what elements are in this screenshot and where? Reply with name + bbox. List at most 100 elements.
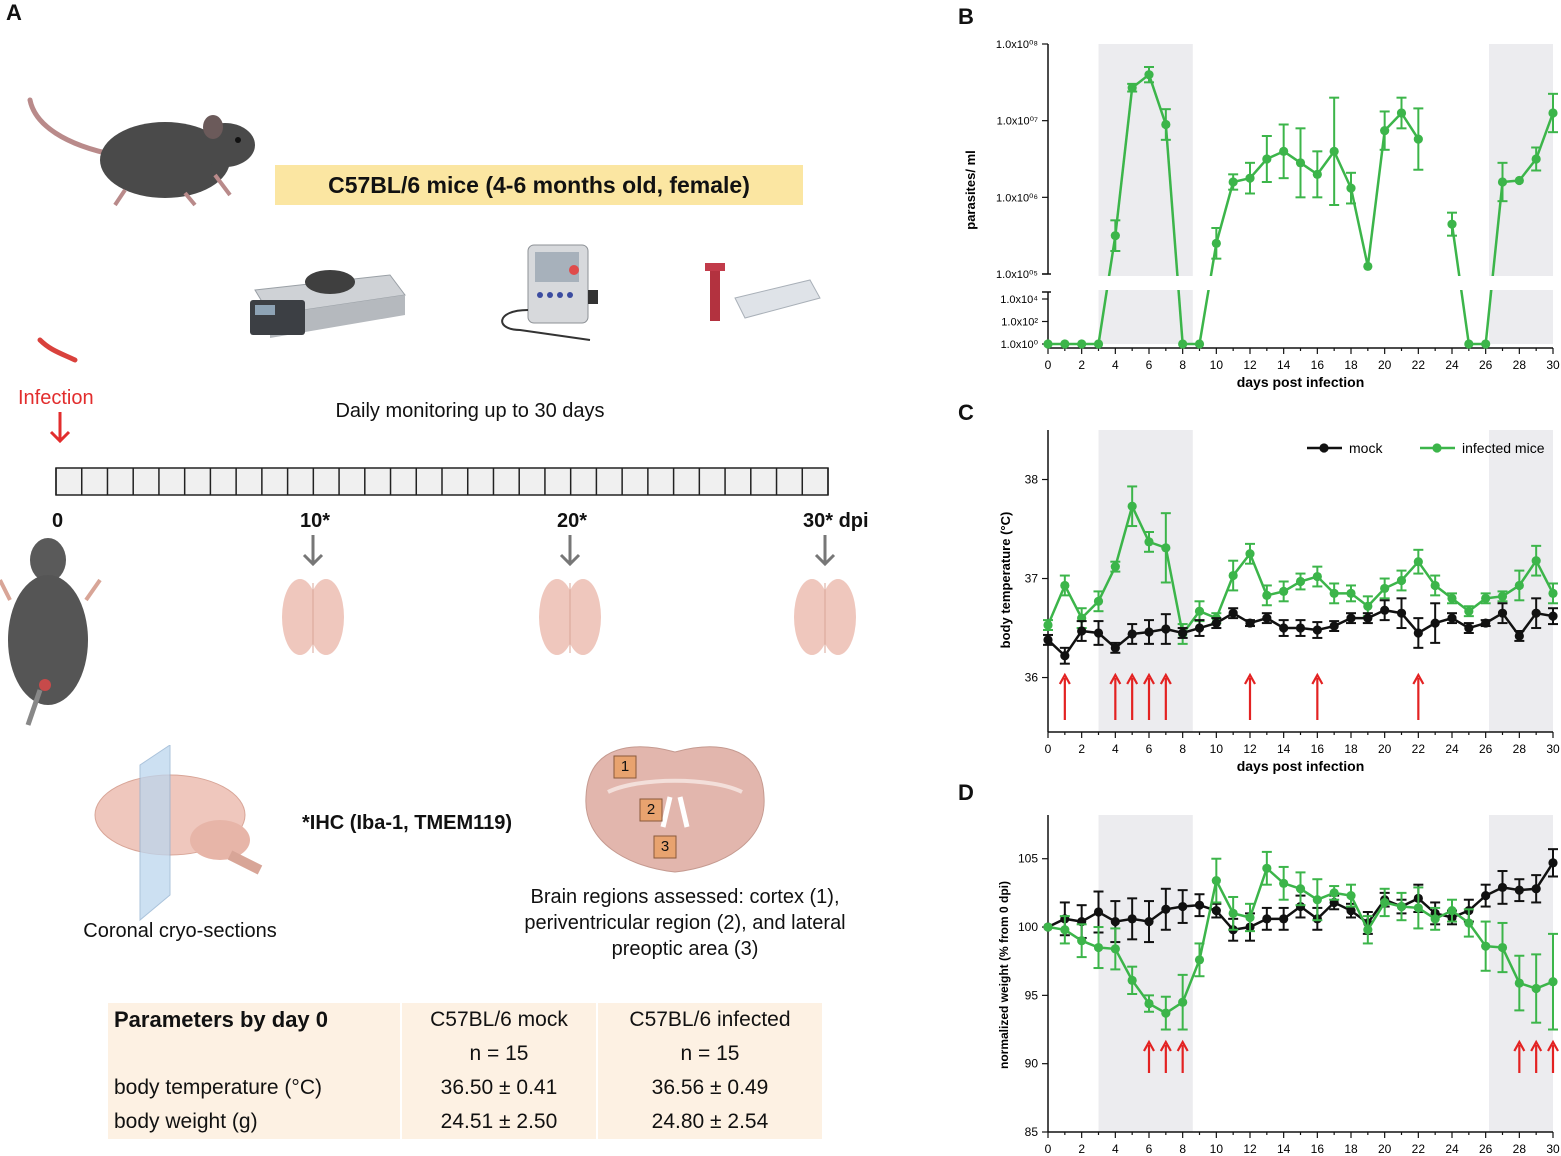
infected-point bbox=[1548, 588, 1558, 598]
infected-point bbox=[1060, 925, 1070, 935]
red-arrow-head bbox=[1530, 1039, 1543, 1052]
table-cell bbox=[108, 1037, 403, 1071]
infected-point bbox=[1228, 177, 1238, 187]
infected-point bbox=[1497, 177, 1508, 187]
infected-point bbox=[1211, 238, 1221, 248]
infected-point bbox=[1043, 339, 1053, 349]
x-tick-label: 10 bbox=[1210, 1142, 1224, 1156]
infected-point bbox=[1514, 580, 1524, 591]
regions-caption: Brain regions assessed: cortex (1), peri… bbox=[480, 884, 890, 962]
infection-arrow-icon bbox=[49, 412, 71, 444]
infected-point bbox=[1464, 339, 1474, 349]
region-number-2: 2 bbox=[646, 801, 656, 818]
y-tick-label: 1.0x10⁰ bbox=[1001, 339, 1039, 351]
panel-letter-b: B bbox=[958, 4, 974, 29]
sagittal-brain-icon bbox=[94, 745, 263, 922]
parasite-icon bbox=[37, 337, 78, 363]
x-tick-label: 2 bbox=[1078, 358, 1085, 372]
mock-point bbox=[1396, 608, 1407, 618]
mock-point bbox=[1497, 882, 1508, 893]
infected-point bbox=[1245, 912, 1255, 923]
infected-line bbox=[1316, 150, 1336, 176]
y-tick-label: 85 bbox=[1025, 1125, 1039, 1139]
infected-point bbox=[1464, 918, 1474, 928]
mock-point bbox=[1127, 914, 1137, 924]
infected-point bbox=[1329, 146, 1339, 156]
infected-point bbox=[1110, 944, 1120, 954]
infected-line bbox=[1164, 124, 1184, 345]
red-arrow-head bbox=[1412, 672, 1425, 685]
x-tick-label: 28 bbox=[1513, 742, 1527, 756]
infected-point bbox=[1077, 936, 1087, 946]
region-number-3: 3 bbox=[660, 838, 670, 855]
panel-letter-d: D bbox=[958, 780, 974, 805]
mock-point bbox=[1481, 618, 1491, 628]
infected-point bbox=[1312, 895, 1322, 905]
infected-point bbox=[1514, 175, 1524, 186]
x-tick-label: 14 bbox=[1277, 742, 1291, 756]
infected-line bbox=[1534, 112, 1555, 160]
infected-point bbox=[1430, 580, 1440, 591]
y-tick-label: 1.0x10⁰⁶ bbox=[996, 192, 1038, 204]
table-header-cell: Parameters by day 0 bbox=[108, 1003, 403, 1037]
infected-point bbox=[1228, 570, 1238, 581]
infected-line bbox=[1484, 181, 1504, 345]
mock-point bbox=[1413, 628, 1423, 638]
study-banner: C57BL/6 mice (4-6 months old, female) bbox=[275, 165, 803, 205]
mock-point bbox=[1161, 624, 1171, 634]
x-tick-label: 22 bbox=[1412, 742, 1426, 756]
x-tick-label: 28 bbox=[1513, 1142, 1527, 1156]
x-tick-label: 18 bbox=[1344, 742, 1358, 756]
red-arrow-head bbox=[1547, 1039, 1559, 1052]
table-row: body temperature (°C) 36.50 ± 0.41 36.56… bbox=[108, 1071, 825, 1105]
mock-point bbox=[1093, 628, 1104, 638]
infected-point bbox=[1211, 875, 1221, 886]
thermometer-icon bbox=[501, 244, 598, 341]
infected-point bbox=[1396, 901, 1407, 912]
mouse-illustration bbox=[27, 97, 255, 207]
red-arrow-head bbox=[1126, 672, 1139, 685]
mock-point bbox=[1144, 627, 1154, 637]
x-tick-label: 24 bbox=[1445, 742, 1459, 756]
mock-point bbox=[1194, 900, 1205, 910]
infected-point bbox=[1093, 339, 1104, 349]
y-axis-title: normalized weight (% from 0 dpi) bbox=[997, 881, 1011, 1069]
x-tick-label: 4 bbox=[1112, 742, 1119, 756]
infected-point bbox=[1194, 955, 1205, 965]
legend-mock-label: mock bbox=[1349, 440, 1383, 456]
red-arrow-head bbox=[1058, 672, 1071, 685]
infected-point bbox=[1262, 863, 1272, 873]
arrow-10-icon bbox=[302, 535, 324, 567]
chart-b-parasitemia: 1.0x10⁰⁸ 1.0x10⁰⁷ 1.0x10⁰⁶ 1.0x10⁰⁵ 1.0x10⁴ 1… bbox=[963, 39, 1560, 390]
infected-point bbox=[1295, 158, 1306, 168]
infected-point bbox=[1178, 997, 1188, 1007]
x-tick-label: 26 bbox=[1479, 742, 1493, 756]
x-tick-label: 18 bbox=[1344, 1142, 1358, 1156]
mock-point bbox=[1380, 605, 1390, 615]
infected-point bbox=[1531, 154, 1541, 164]
infected-point bbox=[1194, 339, 1205, 349]
y-tick-label: 100 bbox=[1018, 920, 1038, 934]
infected-point bbox=[1396, 108, 1407, 118]
infection-label: Infection bbox=[18, 387, 94, 409]
infected-point bbox=[1447, 219, 1457, 229]
table-cell: 24.51 ± 2.50 bbox=[401, 1105, 598, 1139]
infected-point bbox=[1060, 339, 1070, 349]
mock-point bbox=[1548, 858, 1558, 868]
infected-point bbox=[1279, 146, 1289, 156]
infected-point bbox=[1497, 591, 1508, 601]
infected-line bbox=[1198, 243, 1218, 345]
x-tick-label: 0 bbox=[1045, 358, 1052, 372]
timeline-label-30: 30* dpi bbox=[803, 510, 869, 532]
scale-icon bbox=[250, 270, 406, 338]
x-axis-title: days post infection bbox=[1237, 374, 1365, 390]
table-cell: 24.80 ± 2.54 bbox=[596, 1105, 825, 1139]
region-number-1: 1 bbox=[620, 758, 630, 775]
infected-point bbox=[1245, 549, 1255, 559]
infected-line bbox=[1400, 112, 1420, 140]
y-tick-label: 1.0x10⁴ bbox=[1000, 294, 1038, 306]
mock-point bbox=[1329, 621, 1339, 631]
infected-point bbox=[1144, 537, 1154, 547]
infected-line bbox=[1215, 181, 1235, 244]
mock-point bbox=[1295, 623, 1306, 633]
